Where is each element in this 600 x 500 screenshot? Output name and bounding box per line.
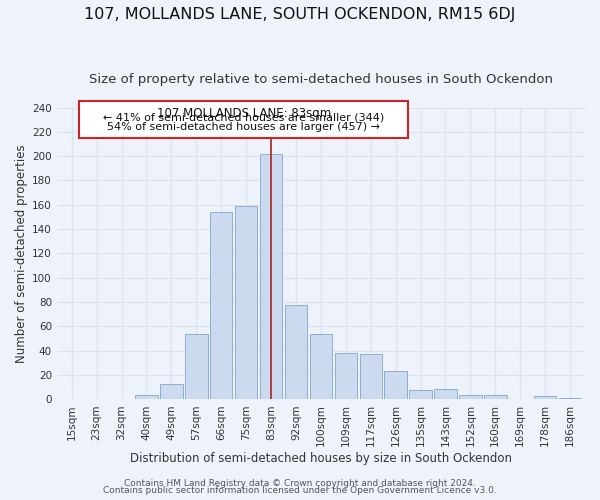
Bar <box>210 212 232 400</box>
Bar <box>335 353 357 400</box>
Text: 107 MOLLANDS LANE: 83sqm: 107 MOLLANDS LANE: 83sqm <box>157 107 331 120</box>
Y-axis label: Number of semi-detached properties: Number of semi-detached properties <box>15 144 28 363</box>
Bar <box>235 206 257 400</box>
FancyBboxPatch shape <box>79 102 408 138</box>
Bar <box>135 394 158 400</box>
Text: ← 41% of semi-detached houses are smaller (344): ← 41% of semi-detached houses are smalle… <box>103 112 384 122</box>
Bar <box>559 398 581 400</box>
Bar <box>310 334 332 400</box>
Bar <box>260 154 282 400</box>
Bar <box>484 394 506 400</box>
Bar <box>459 394 482 400</box>
Bar <box>385 372 407 400</box>
Text: Contains HM Land Registry data © Crown copyright and database right 2024.: Contains HM Land Registry data © Crown c… <box>124 478 476 488</box>
Bar <box>285 304 307 400</box>
Bar <box>434 388 457 400</box>
X-axis label: Distribution of semi-detached houses by size in South Ockendon: Distribution of semi-detached houses by … <box>130 452 512 465</box>
Title: Size of property relative to semi-detached houses in South Ockendon: Size of property relative to semi-detach… <box>89 72 553 86</box>
Bar <box>185 334 208 400</box>
Text: 107, MOLLANDS LANE, SOUTH OCKENDON, RM15 6DJ: 107, MOLLANDS LANE, SOUTH OCKENDON, RM15… <box>85 8 515 22</box>
Bar <box>359 354 382 400</box>
Bar <box>409 390 432 400</box>
Bar <box>160 384 182 400</box>
Text: Contains public sector information licensed under the Open Government Licence v3: Contains public sector information licen… <box>103 486 497 495</box>
Bar <box>534 396 556 400</box>
Text: 54% of semi-detached houses are larger (457) →: 54% of semi-detached houses are larger (… <box>107 122 380 132</box>
